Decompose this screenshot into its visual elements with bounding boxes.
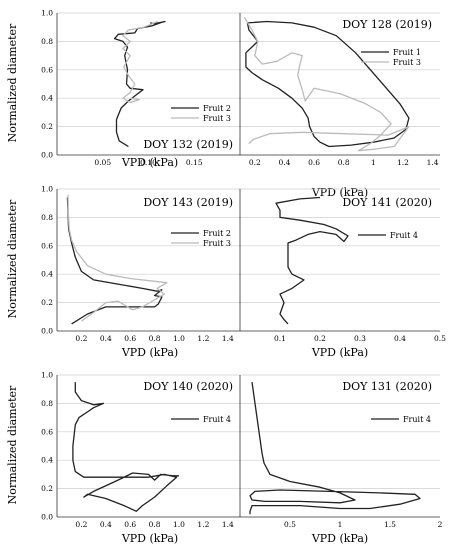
y-tick-label: 0.6 [41,427,53,436]
x-tick-label: 2 [438,520,443,529]
y-axis-label-bottom: Normalized diameter [6,385,19,504]
x-tick-label: 1.2 [197,520,209,529]
chart-panel-5: 0.2 0.4 0.6 0.8 1.0 1.2 1.4 0.0 0.2 0.4 0.6 0.8 1.0 F… [41,371,240,545]
panel-title: DOY 143 (2019) [143,196,233,209]
x-tick-label: 1.5 [384,520,396,529]
x-tick-label: 0.8 [338,158,350,167]
series-line-fruit-2 [113,20,166,148]
series-line-fruit-3 [243,16,410,152]
x-axis-label: VPD (kPa) [121,346,178,359]
x-tick-label: 1 [371,158,376,167]
x-tick-label: 0.15 [186,158,203,167]
panel-title: DOY 131 (2020) [342,380,432,393]
series-line-fruit-4 [72,382,179,512]
y-tick-label: 0.4 [41,270,53,279]
y-tick-label: 0.4 [41,94,53,103]
x-tick-label: 1.4 [427,158,439,167]
series-line-fruit-3 [122,20,158,104]
y-tick-label: 0.2 [41,298,53,307]
legend-label: Fruit 3 [203,239,231,248]
x-tick-label: 0.4 [394,334,406,343]
y-tick-label: 1.0 [41,9,53,18]
x-axis-label: VPD (kPa) [121,532,178,545]
x-axis-label: VPD (kPa) [311,346,368,359]
panel-title: DOY 132 (2019) [143,138,233,151]
x-tick-label: 0.4 [100,520,112,529]
x-tick-label: 1.2 [197,334,209,343]
series-line-fruit-4 [249,382,421,515]
y-tick-label: 0.6 [41,65,53,74]
x-tick-label: 0.05 [94,158,111,167]
x-tick-label: 0.2 [249,158,261,167]
y-tick-label: 0.6 [41,241,53,250]
x-axis-label: VPD (kPa) [121,156,178,169]
x-tick-label: 0.2 [314,334,326,343]
y-axis-label-top: Normalized diameter [6,23,19,142]
x-tick-label: 1.0 [173,334,185,343]
x-tick-label: 0.4 [278,158,290,167]
x-tick-label: 0.5 [434,334,446,343]
chart-panel-4: 0.1 0.2 0.3 0.4 0.5 Fruit 4 DOY 141 (2020) VPD … [239,188,446,359]
x-tick-label: 0.1 [274,334,286,343]
legend-label: Fruit 4 [203,415,231,424]
y-axis-label-middle: Normalized diameter [6,199,19,318]
legend-label: Fruit 3 [203,114,231,123]
y-tick-label: 0.2 [41,122,53,131]
x-tick-label: 0.3 [354,334,366,343]
series-line-fruit-2 [66,197,163,325]
legend-label: Fruit 4 [403,415,431,424]
panel-title: DOY 140 (2020) [143,380,233,393]
series-line-fruit-4 [275,196,349,325]
legend-label: Fruit 1 [393,48,421,57]
x-tick-label: 1.4 [222,520,234,529]
y-tick-label: 0.8 [41,213,53,222]
y-tick-label: 0.4 [41,456,53,465]
x-tick-label: 0.6 [124,334,136,343]
legend-label: Fruit 2 [203,104,231,113]
legend-label: Fruit 3 [393,58,421,67]
y-tick-label: 0.8 [41,399,53,408]
chart-panel-3: 0.2 0.4 0.6 0.8 1.0 1.2 1.4 0.0 0.2 0.4 0.6 0.8 1.0 F… [41,185,240,359]
x-tick-label: 0.6 [124,520,136,529]
x-tick-label: 1.0 [173,520,185,529]
x-tick-label: 1.2 [397,158,409,167]
y-tick-label: 0.8 [41,37,53,46]
x-tick-label: 0.8 [149,334,161,343]
x-tick-label: 0.2 [75,334,87,343]
x-tick-label: 1 [338,520,343,529]
chart-panel-1: 0.05 0.10 0.15 0.0 0.2 0.4 0.6 0.8 1.0 Fruit 2Fru… [41,9,240,169]
y-tick-label: 1.0 [41,185,53,194]
panel-title: DOY 141 (2020) [342,196,432,209]
x-tick-label: 0.8 [149,520,161,529]
series-line-fruit-1 [245,20,410,148]
y-tick-label: 0.2 [41,484,53,493]
legend-label: Fruit 2 [203,229,231,238]
y-tick-label: 1.0 [41,371,53,380]
x-tick-label: 0.2 [75,520,87,529]
y-tick-label: 0.0 [41,327,53,336]
x-tick-label: 0.5 [284,520,296,529]
x-tick-label: 0.10 [140,158,157,167]
y-tick-label: 0.0 [41,151,53,160]
y-tick-label: 0.0 [41,513,53,522]
x-tick-label: 1.4 [222,334,234,343]
x-axis-label: VPD (kPa) [311,532,368,545]
panel-title: DOY 128 (2019) [342,18,432,31]
x-tick-label: 0.6 [308,158,320,167]
x-tick-label: 0.4 [100,334,112,343]
chart-panel-6: 0.5 1 1.5 2 Fruit 4 DOY 131 (2020) VPD (kPa) [239,374,443,545]
series-line-fruit-3 [67,194,168,322]
legend-label: Fruit 4 [390,231,418,240]
